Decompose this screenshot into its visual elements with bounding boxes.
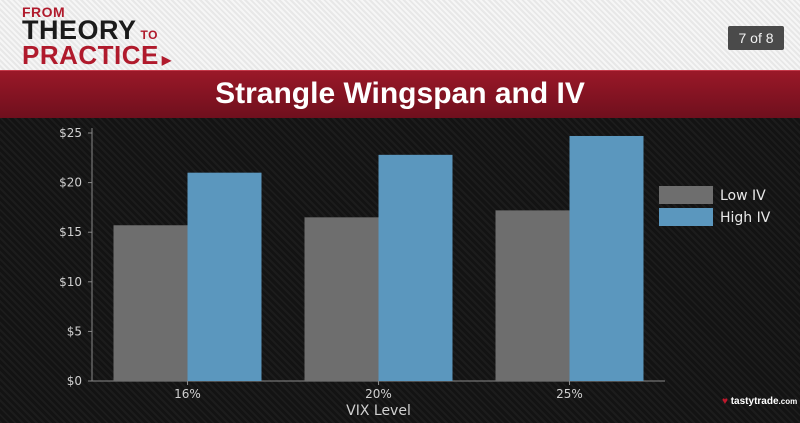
play-triangle-icon: ▶	[161, 53, 172, 67]
logo-from: FROM	[22, 4, 66, 20]
legend-label: High IV	[720, 210, 771, 226]
y-tick-label: $10	[59, 275, 82, 289]
legend-swatch-low-iv	[659, 186, 713, 204]
logo-to: TO	[140, 28, 158, 42]
bar-low-iv	[304, 217, 379, 381]
x-tick-label: 16%	[174, 387, 201, 401]
y-tick-label: $15	[59, 225, 82, 239]
brand-name: tastytrade	[730, 396, 779, 407]
page-indicator: 7 of 8	[728, 26, 784, 50]
logo-theory: THEORY TO	[22, 15, 158, 46]
bar-low-iv	[495, 210, 570, 381]
logo-practice-text: PRACTICE	[22, 40, 159, 70]
y-tick-label: $20	[59, 176, 82, 190]
bar-low-iv	[113, 225, 188, 381]
logo-practice: PRACTICE ▶	[22, 40, 172, 71]
legend-swatch-high-iv	[659, 208, 713, 226]
y-tick-label: $0	[67, 374, 82, 388]
bar-high-iv	[187, 172, 262, 381]
brand-suffix: .com	[778, 397, 798, 406]
bar-high-iv	[378, 154, 453, 381]
x-tick-label: 25%	[556, 387, 583, 401]
show-logo: FROM THEORY TO PRACTICE ▶	[6, 2, 186, 71]
page-title: Strangle Wingspan and IV	[215, 77, 585, 110]
x-tick-label: 20%	[365, 387, 392, 401]
cherry-icon: ♥	[722, 396, 728, 407]
logo-theory-text: THEORY	[22, 15, 137, 45]
header-bar: FROM THEORY TO PRACTICE ▶ 7 of 8	[0, 0, 800, 70]
legend-label: Low IV	[720, 188, 766, 204]
brand-logo: ♥ tastytrade.com	[722, 396, 797, 407]
y-tick-label: $5	[67, 324, 82, 338]
x-axis-label: VIX Level	[346, 403, 411, 419]
title-banner: Strangle Wingspan and IV	[0, 70, 800, 119]
y-tick-label: $25	[59, 126, 82, 140]
bar-high-iv	[569, 135, 644, 381]
